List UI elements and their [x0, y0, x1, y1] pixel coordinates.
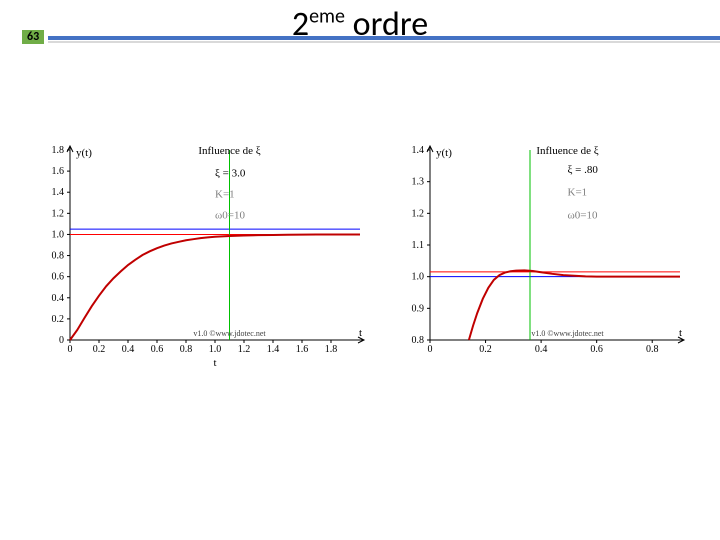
header-rule-top [48, 36, 720, 40]
svg-text:K=1: K=1 [215, 189, 235, 201]
svg-text:1.8: 1.8 [325, 344, 338, 355]
charts-row: 0 0.2 0.4 0.6 0.8 1.0 1.2 1.4 1.6 1.8 0 0.2 0.4 0.6 0.… [30, 140, 700, 380]
svg-text:t: t [359, 327, 362, 339]
svg-text:1.0: 1.0 [412, 272, 425, 283]
svg-text:0.6: 0.6 [151, 344, 164, 355]
right-chart-svg: 0 0.2 0.4 0.6 0.8 0.8 0.9 1.0 1.1 1.2 1.3 1.4 y(t) t I… [390, 140, 700, 370]
title-sup: eme [309, 5, 345, 29]
svg-text:y(t): y(t) [436, 147, 452, 159]
svg-text:0.8: 0.8 [180, 344, 193, 355]
left-chart: 0 0.2 0.4 0.6 0.8 1.0 1.2 1.4 1.6 1.8 0 0.2 0.4 0.6 0.… [30, 140, 380, 370]
svg-text:ξ = 3.0: ξ = 3.0 [215, 168, 246, 180]
svg-text:1.6: 1.6 [296, 344, 309, 355]
svg-text:v1.0 ©www.jdotec.net: v1.0 ©www.jdotec.net [193, 329, 266, 338]
svg-text:1.1: 1.1 [412, 240, 425, 251]
header-rule [48, 36, 720, 43]
svg-text:t: t [679, 327, 682, 339]
svg-text:0.2: 0.2 [52, 314, 65, 325]
svg-text:Influence de ξ: Influence de ξ [536, 145, 598, 157]
svg-text:0.2: 0.2 [93, 344, 106, 355]
svg-text:ω0=10: ω0=10 [568, 209, 598, 221]
svg-text:1.6: 1.6 [52, 166, 65, 177]
svg-text:1.0: 1.0 [209, 344, 222, 355]
svg-text:y(t): y(t) [76, 147, 92, 159]
svg-text:1.0: 1.0 [52, 229, 65, 240]
svg-text:0: 0 [59, 335, 64, 346]
svg-text:ξ = .80: ξ = .80 [568, 164, 599, 176]
svg-text:0: 0 [428, 344, 433, 355]
svg-text:1.4: 1.4 [52, 187, 65, 198]
left-chart-svg: 0 0.2 0.4 0.6 0.8 1.0 1.2 1.4 1.6 1.8 0 0.2 0.4 0.6 0.… [30, 140, 380, 370]
svg-text:ω0=10: ω0=10 [215, 209, 245, 221]
svg-text:0.6: 0.6 [52, 272, 65, 283]
svg-text:0.4: 0.4 [122, 344, 135, 355]
svg-text:1.2: 1.2 [412, 208, 425, 219]
svg-text:K=1: K=1 [568, 187, 588, 199]
svg-text:v1.0 ©www.jdotec.net: v1.0 ©www.jdotec.net [531, 329, 604, 338]
svg-text:0.4: 0.4 [52, 293, 65, 304]
svg-text:0.6: 0.6 [590, 344, 603, 355]
header-rule-bottom [48, 41, 720, 43]
slide: 63 2eme ordre 0 0.2 0.4 0.6 0.8 1.0 1.2 1.4 1.6 1… [0, 0, 720, 540]
svg-text:1.2: 1.2 [52, 208, 65, 219]
svg-text:t: t [213, 357, 216, 369]
right-chart: 0 0.2 0.4 0.6 0.8 0.8 0.9 1.0 1.1 1.2 1.3 1.4 y(t) t I… [390, 140, 700, 370]
svg-text:1.2: 1.2 [238, 344, 251, 355]
svg-text:1.4: 1.4 [267, 344, 280, 355]
svg-text:0.4: 0.4 [535, 344, 548, 355]
svg-text:1.8: 1.8 [52, 145, 65, 156]
svg-text:0.8: 0.8 [412, 335, 425, 346]
slide-header: 63 2eme ordre [0, 0, 720, 50]
svg-text:1.4: 1.4 [412, 145, 425, 156]
svg-text:Influence de ξ: Influence de ξ [198, 145, 260, 157]
svg-text:0.2: 0.2 [479, 344, 492, 355]
svg-text:0.9: 0.9 [412, 303, 425, 314]
svg-text:0.8: 0.8 [646, 344, 659, 355]
svg-text:1.3: 1.3 [412, 177, 425, 188]
svg-text:0: 0 [68, 344, 73, 355]
svg-text:0.8: 0.8 [52, 251, 65, 262]
